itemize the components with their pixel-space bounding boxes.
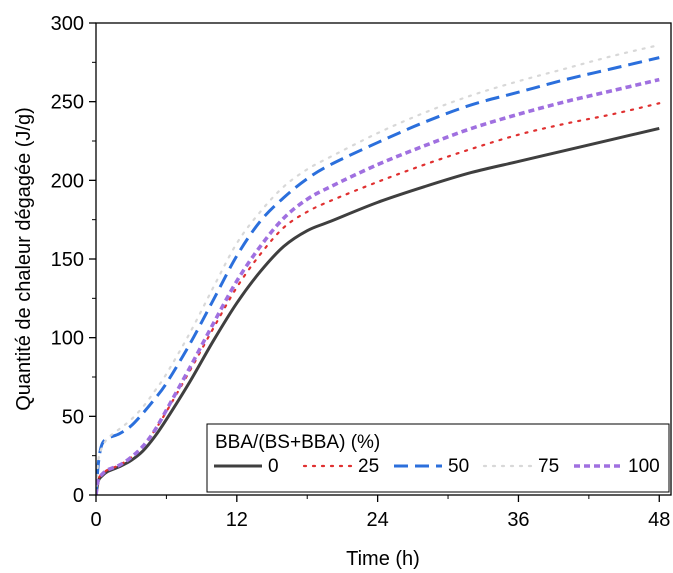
y-tick-label: 200 [51, 170, 84, 192]
y-tick-label: 0 [73, 485, 84, 507]
series-line-0 [96, 126, 660, 495]
x-tick-label: 36 [507, 509, 529, 531]
series-layer [96, 43, 661, 495]
y-tick-label: 300 [51, 13, 84, 35]
x-tick-label: 48 [648, 509, 670, 531]
y-axis-label: Quantité de chaleur dégagée (J/g) [13, 107, 35, 411]
legend-label-50: 50 [448, 456, 469, 477]
legend-title: BBA/(BS+BBA) (%) [215, 432, 380, 453]
legend-label-100: 100 [628, 456, 660, 477]
x-tick-label: 0 [90, 509, 101, 531]
x-tick-label: 24 [367, 509, 389, 531]
y-tick-label: 150 [51, 249, 84, 271]
y-tick-label: 100 [51, 328, 84, 350]
legend-box [206, 423, 670, 493]
series-line-25 [96, 102, 661, 495]
legend-entries: 0 25 50 75 100 [214, 456, 660, 477]
legend-label-25: 25 [358, 456, 379, 477]
x-tick-label: 12 [226, 509, 248, 531]
series-line-100 [96, 77, 660, 495]
legend-label-75: 75 [538, 456, 559, 477]
y-tick-label: 50 [62, 406, 84, 428]
legend: BBA/(BS+BBA) (%) 0 25 50 75 100 [206, 423, 670, 493]
x-axis-label: Time (h) [346, 548, 420, 570]
series-line-75 [96, 43, 661, 495]
y-tick-label: 250 [51, 92, 84, 114]
legend-label-0: 0 [268, 456, 279, 477]
series-line-50 [96, 56, 660, 495]
